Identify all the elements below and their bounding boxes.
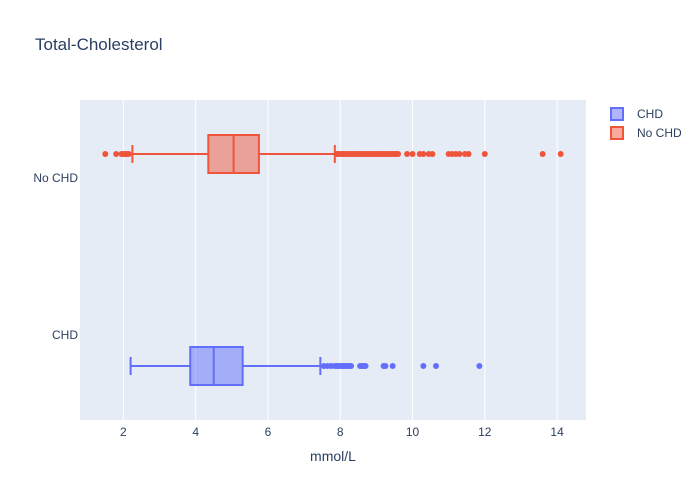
x-tick-label: 14 — [550, 425, 564, 439]
outlier-point — [404, 151, 411, 157]
outlier-point — [433, 363, 440, 369]
x-tick-label: 10 — [406, 425, 420, 439]
x-tick-labels: 2 4 6 8 10 12 14 — [120, 425, 564, 439]
x-tick-label: 8 — [337, 425, 344, 439]
plot-area — [80, 100, 586, 420]
boxes — [102, 134, 564, 386]
outlier-point — [476, 363, 483, 369]
legend-label: No CHD — [637, 126, 682, 140]
y-tick-label: CHD — [52, 328, 78, 342]
legend-item-no-chd[interactable]: No CHD — [610, 126, 682, 140]
box-chd[interactable] — [129, 346, 483, 386]
outlier-point — [420, 363, 427, 369]
x-axis-title: mmol/L — [310, 448, 356, 464]
legend-label: CHD — [637, 107, 663, 121]
legend-item-chd[interactable]: CHD — [610, 107, 663, 121]
outlier-point — [389, 363, 396, 369]
outlier-point — [429, 151, 436, 157]
outlier-point — [102, 151, 109, 157]
x-tick-label: 12 — [478, 425, 492, 439]
chart-title: Total-Cholesterol — [35, 35, 163, 54]
legend[interactable]: CHD No CHD — [610, 107, 682, 140]
outlier-point — [465, 151, 472, 157]
outlier-point — [395, 151, 402, 157]
iqr-box — [189, 346, 244, 386]
x-tick-label: 4 — [192, 425, 199, 439]
outlier-point — [481, 151, 488, 157]
outlier-point — [420, 151, 427, 157]
outlier-point — [557, 151, 564, 157]
y-tick-label: No CHD — [33, 171, 78, 185]
outlier-point — [382, 363, 389, 369]
outlier-point — [113, 151, 120, 157]
outlier-point — [348, 363, 355, 369]
outlier-point — [456, 151, 463, 157]
outlier-point — [539, 151, 546, 157]
y-tick-labels: CHD No CHD — [33, 171, 78, 342]
outlier-point — [362, 363, 369, 369]
outlier-point — [125, 151, 132, 157]
legend-swatch — [610, 107, 624, 121]
box-no-chd[interactable] — [102, 134, 564, 174]
legend-swatch — [610, 126, 624, 140]
x-tick-label: 2 — [120, 425, 127, 439]
outlier-point — [409, 151, 416, 157]
x-tick-label: 6 — [265, 425, 272, 439]
